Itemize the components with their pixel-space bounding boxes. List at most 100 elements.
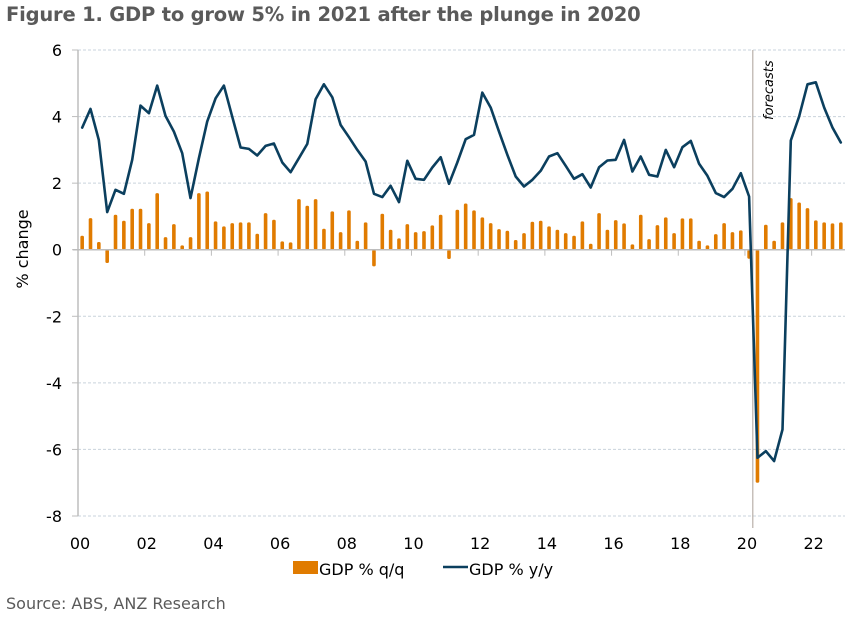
bar: [255, 233, 260, 250]
x-tick-label: 14: [537, 534, 557, 553]
legend-label-gdp-yy: GDP % y/y: [469, 560, 553, 579]
bar: [238, 222, 243, 250]
x-tick-label: 10: [403, 534, 423, 553]
x-tick-label: 06: [270, 534, 290, 553]
bar: [447, 249, 451, 260]
line-series-gdp-yy: [80, 81, 843, 463]
forecast-annotation: forecasts: [762, 60, 777, 120]
bar: [655, 225, 660, 250]
bar: [638, 214, 643, 250]
bar: [572, 235, 576, 250]
y-tick-label: 4: [52, 108, 62, 127]
bar: [780, 222, 785, 250]
bar: [222, 226, 226, 250]
x-tick-label: 00: [70, 534, 90, 553]
bar: [480, 217, 485, 250]
gdp-yy-line: [80, 81, 843, 463]
bar: [305, 205, 310, 250]
bar: [472, 210, 476, 250]
bar: [822, 222, 826, 250]
bar: [197, 193, 201, 250]
bar: [313, 199, 318, 250]
bar: [188, 237, 193, 250]
x-tick-label: 18: [670, 534, 690, 553]
y-tick-label: -2: [46, 307, 62, 326]
x-tick-label: 02: [137, 534, 157, 553]
bar: [347, 210, 351, 250]
bar: [738, 230, 743, 250]
bar: [580, 221, 585, 250]
bar: [688, 218, 693, 250]
bar: [588, 243, 593, 250]
bar: [563, 233, 568, 250]
bar: [363, 222, 368, 250]
bar: [372, 249, 376, 267]
bar: [263, 213, 268, 250]
legend-label-gdp-qq: GDP % q/q: [319, 560, 404, 579]
bar: [388, 229, 393, 250]
bar: [505, 230, 510, 250]
bar: [538, 220, 543, 250]
x-tick-labels: 00 02 04 06 08 10 12 14 16 18 20 22: [70, 534, 824, 553]
bar: [722, 223, 726, 250]
bar: [455, 209, 460, 250]
bar: [497, 229, 501, 250]
bar: [130, 208, 134, 250]
bar: [647, 239, 651, 250]
x-tick-label: 04: [203, 534, 223, 553]
bar: [163, 237, 168, 250]
bar: [430, 225, 435, 250]
bar: [488, 223, 493, 250]
bar: [605, 229, 610, 250]
bar: [697, 240, 701, 250]
bar: [80, 235, 84, 250]
bar: [405, 224, 410, 250]
x-tick-label: 20: [737, 534, 757, 553]
bar: [355, 240, 360, 250]
bar: [705, 245, 710, 250]
bar: [680, 218, 685, 250]
bar: [530, 221, 535, 250]
bar: [438, 214, 443, 250]
bar: [672, 233, 676, 250]
bar: [205, 191, 210, 250]
x-tick-label: 08: [337, 534, 357, 553]
bar: [413, 232, 418, 250]
axes: [72, 49, 845, 517]
bar: [138, 208, 143, 250]
bar: [830, 223, 835, 250]
bar: [463, 203, 468, 250]
legend-swatch-gdp-qq: [293, 561, 318, 574]
bar: [247, 222, 251, 250]
bar: [122, 220, 126, 250]
y-tick-label: 2: [52, 174, 62, 193]
bar: [297, 199, 301, 250]
bar: [180, 245, 185, 250]
bar: [172, 224, 176, 250]
bar: [330, 211, 335, 250]
figure-title: Figure 1. GDP to grow 5% in 2021 after t…: [6, 3, 641, 26]
bar: [597, 213, 601, 250]
bar: [422, 231, 426, 250]
bar: [280, 241, 285, 250]
bar: [513, 240, 518, 250]
bar: [288, 242, 293, 250]
y-tick-label: 0: [52, 241, 62, 260]
bar: [338, 232, 343, 250]
y-tick-label: -6: [46, 440, 62, 459]
bar: [522, 233, 526, 250]
bar: [380, 213, 385, 250]
x-tick-label: 22: [803, 534, 823, 553]
bar: [105, 249, 109, 264]
y-tick-label: -4: [46, 374, 62, 393]
bar: [763, 224, 768, 250]
bar: [797, 202, 801, 250]
bar-series-gdp-qq: [80, 191, 843, 483]
x-tick-label: 16: [603, 534, 623, 553]
bar: [663, 217, 668, 250]
bar: [555, 229, 560, 250]
bar: [88, 218, 93, 250]
source-note: Source: ABS, ANZ Research: [6, 594, 226, 613]
legend: GDP % q/q GDP % y/y: [293, 560, 553, 579]
